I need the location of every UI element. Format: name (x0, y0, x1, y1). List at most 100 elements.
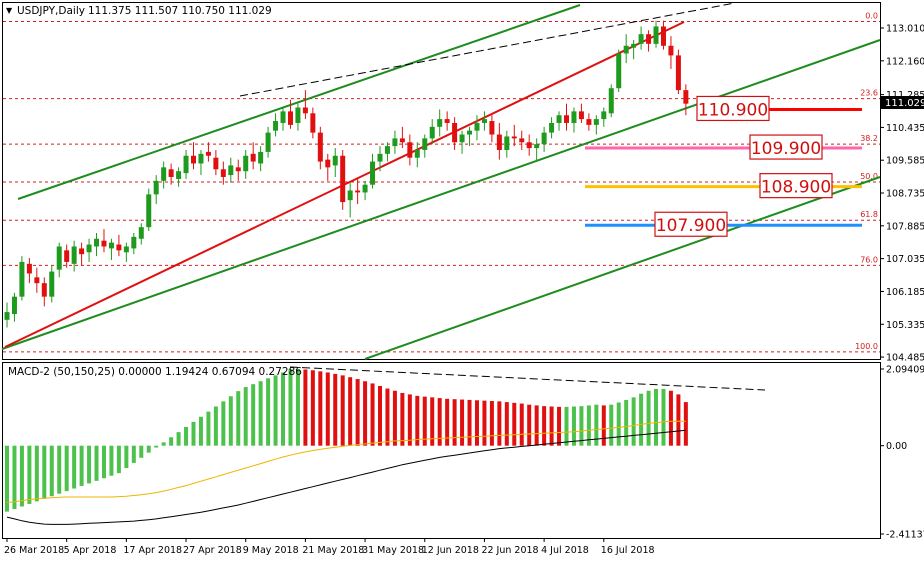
price-tick-label: 112.160 (886, 56, 924, 67)
bullish-candle (601, 111, 607, 120)
fib-level-label: 50.0 (860, 172, 878, 181)
bullish-candle (474, 122, 480, 131)
macd-histogram-bar (34, 445, 39, 502)
macd-histogram-bar (325, 372, 330, 446)
annotation-price-label: 108.900 (761, 178, 831, 198)
time-tick-label: 27 Apr 2018 (183, 545, 242, 556)
bearish-candle (213, 157, 219, 170)
channel-middle-line (1, 39, 881, 350)
macd-histogram-bar (504, 402, 509, 446)
bullish-candle (49, 271, 55, 297)
time-tick-label: 9 May 2018 (243, 545, 299, 556)
bullish-candle (549, 122, 555, 133)
bearish-candle (310, 113, 316, 133)
macd-histogram-bar (631, 397, 636, 446)
annotation-price-box (749, 134, 823, 160)
macd-histogram-bar (340, 375, 345, 446)
bullish-candle (153, 180, 159, 195)
fib-level-label: 61.8 (860, 210, 878, 219)
bullish-candle (623, 45, 629, 54)
macd-histogram-bar (228, 396, 233, 446)
annotation-price-box (696, 95, 770, 122)
bullish-candle (295, 107, 301, 123)
bearish-candle (26, 263, 32, 274)
macd-histogram-bar (579, 406, 584, 446)
bearish-candle (287, 111, 293, 125)
macd-histogram-bar (288, 369, 293, 446)
bullish-candle (481, 119, 487, 123)
macd-histogram-bar (407, 394, 412, 446)
price-scale: 113.010 112.160 111.285 110.435 109.585 108.7… (880, 24, 924, 364)
bearish-candle (205, 151, 211, 156)
macd-histogram-bar (646, 390, 651, 446)
macd-histogram-bar (57, 445, 62, 494)
channel-upper-line (17, 4, 581, 200)
bullish-candle (228, 165, 234, 176)
channel-lower-line (364, 176, 881, 360)
bullish-candle (19, 261, 25, 297)
macd-main-line (6, 429, 686, 525)
macd-histogram-bar (251, 384, 256, 446)
macd-histogram-bar (101, 445, 106, 479)
macd-histogram-bar (184, 427, 189, 446)
macd-histogram-bar (661, 388, 666, 446)
bullish-candle (273, 121, 279, 131)
price-annotations: 110.900 109.900 108.900 107.900 (585, 95, 862, 237)
fib-level-label: 38.2 (860, 134, 878, 143)
bullish-candle (56, 246, 62, 270)
macd-histogram-bar (527, 404, 532, 446)
time-tick-label: 4 Jul 2018 (541, 545, 589, 556)
macd-histogram-bar (683, 402, 688, 446)
bullish-candle (347, 190, 353, 201)
price-tick-label: 109.585 (886, 156, 924, 167)
bearish-candle (496, 134, 502, 150)
bearish-candle (64, 250, 70, 262)
bullish-candle (377, 153, 383, 162)
annotation-price-label: 109.900 (751, 139, 821, 159)
bearish-candle (646, 34, 652, 44)
macd-histogram-bar (654, 388, 659, 446)
macd-histogram-bar (668, 390, 673, 446)
macd-histogram-bar (266, 378, 271, 446)
macd-histogram-bar (639, 393, 644, 446)
macd-histogram-bar (154, 445, 159, 448)
price-tick-label: 110.435 (886, 123, 924, 134)
current-price-label: 111.029 (885, 98, 924, 109)
bearish-candle (250, 153, 256, 162)
bearish-candle (191, 155, 196, 164)
macd-histogram-bar (609, 404, 614, 446)
candlesticks (4, 20, 689, 328)
bullish-candle (616, 53, 622, 89)
bullish-candle (138, 227, 144, 239)
header-menu-glyph[interactable]: ▼ (6, 6, 13, 15)
bullish-candle (534, 144, 540, 149)
macd-histogram-bar (445, 398, 450, 446)
bullish-candle (176, 171, 182, 179)
macd-histogram-bar (586, 405, 591, 446)
fib-level-label: 23.6 (860, 89, 878, 98)
bullish-candle (467, 130, 473, 135)
macd-histogram-bar (355, 379, 360, 446)
macd-histogram-bar (213, 406, 218, 446)
bullish-candle (86, 244, 92, 253)
bearish-candle (660, 26, 666, 46)
bullish-candle (280, 111, 286, 123)
fib-level-label: 100.0 (855, 342, 878, 351)
macd-histogram-bar (139, 445, 144, 458)
macd-histogram-bar (206, 411, 211, 446)
macd-histogram-bar (564, 406, 569, 446)
ohlc-label: 111.375 111.507 110.750 111.029 (88, 5, 272, 17)
bearish-candle (116, 244, 122, 251)
macd-histogram-bar (497, 401, 502, 446)
bullish-candle (459, 134, 465, 143)
fib-level-label: 76.0 (860, 255, 878, 264)
macd-indicator (5, 369, 688, 525)
bearish-candle (168, 169, 174, 177)
macd-histogram-bar (87, 445, 92, 484)
bearish-candle (452, 122, 458, 143)
annotation-price-box (654, 211, 728, 237)
macd-histogram-bar (191, 421, 196, 446)
bearish-candle (519, 138, 525, 143)
bullish-candle (504, 136, 510, 150)
